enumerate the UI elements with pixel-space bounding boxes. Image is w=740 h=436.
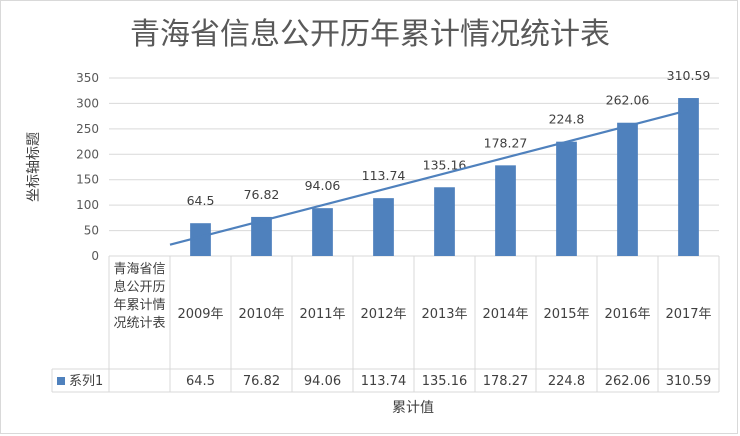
data-label: 94.06: [305, 178, 341, 193]
y-tick-label: 250: [76, 122, 99, 136]
y-tick-label: 200: [76, 147, 99, 161]
data-label: 178.27: [484, 135, 528, 150]
table-header-line: 年累计情: [113, 298, 165, 313]
data-labels: 64.5 76.82 94.06 113.74 135.16 178.27 224.8 262…: [187, 68, 711, 208]
category-label: 2016年: [604, 307, 650, 322]
table-value-cell: 76.82: [243, 374, 280, 389]
bar: [556, 141, 577, 256]
bar: [678, 98, 699, 256]
data-table: 青海省信息公开历年累计情况统计表 2009年 2010年 2011年 2012年 2013…: [51, 255, 720, 393]
table-value-cell: 178.27: [483, 374, 529, 389]
bar: [373, 198, 394, 256]
table-value-cell: 113.74: [361, 374, 407, 389]
table-value-cell: 224.8: [548, 374, 585, 389]
x-axis-title: 累计值: [392, 400, 434, 416]
category-label: 2011年: [299, 307, 345, 322]
y-tick-label: 100: [76, 198, 99, 212]
trendline-group: [169, 109, 689, 246]
table-header-line: 况统计表: [113, 316, 165, 331]
y-axis-ticks: 0 50 100 150 200 250 300 350: [76, 71, 99, 263]
bar-series: [190, 98, 699, 256]
bar: [434, 187, 455, 256]
bar: [190, 223, 211, 256]
y-tick-label: 0: [91, 249, 99, 263]
data-label: 135.16: [423, 157, 467, 172]
legend-key: [57, 377, 65, 385]
table-header-line: 息公开历: [113, 279, 165, 295]
chart-title: 青海省信息公开历年累计情况统计表: [130, 17, 610, 52]
table-value-cell: 135.16: [422, 374, 468, 389]
bar: [312, 208, 333, 256]
bar: [617, 122, 638, 256]
table-header-line: 青海省信: [113, 262, 165, 277]
table-value-cell: 64.5: [186, 374, 215, 389]
data-label: 224.8: [549, 112, 585, 127]
data-label: 113.74: [362, 168, 406, 183]
legend-series-name: 系列1: [69, 374, 103, 389]
y-axis-title: 坐标轴标题: [26, 132, 42, 202]
table-value-cell: 262.06: [605, 374, 651, 389]
y-tick-label: 300: [76, 96, 99, 110]
category-label: 2010年: [238, 307, 284, 322]
table-value-cell: 94.06: [304, 374, 341, 389]
data-label: 76.82: [244, 187, 280, 202]
y-tick-label: 150: [76, 173, 99, 187]
bar: [495, 165, 516, 256]
trendline: [169, 109, 689, 246]
category-label: 2009年: [177, 307, 223, 322]
data-label: 310.59: [667, 68, 711, 83]
category-label: 2014年: [482, 307, 528, 322]
category-label: 2012年: [360, 307, 406, 322]
category-label: 2017年: [665, 307, 711, 322]
table-value-cell: 310.59: [666, 374, 712, 389]
y-tick-label: 50: [84, 224, 99, 238]
table-header-label: 青海省信息公开历年累计情况统计表: [113, 262, 165, 331]
data-label: 64.5: [187, 193, 215, 208]
category-label: 2013年: [421, 307, 467, 322]
data-label: 262.06: [606, 93, 650, 108]
bar: [251, 216, 272, 256]
y-tick-label: 350: [76, 71, 99, 85]
category-label: 2015年: [543, 307, 589, 322]
